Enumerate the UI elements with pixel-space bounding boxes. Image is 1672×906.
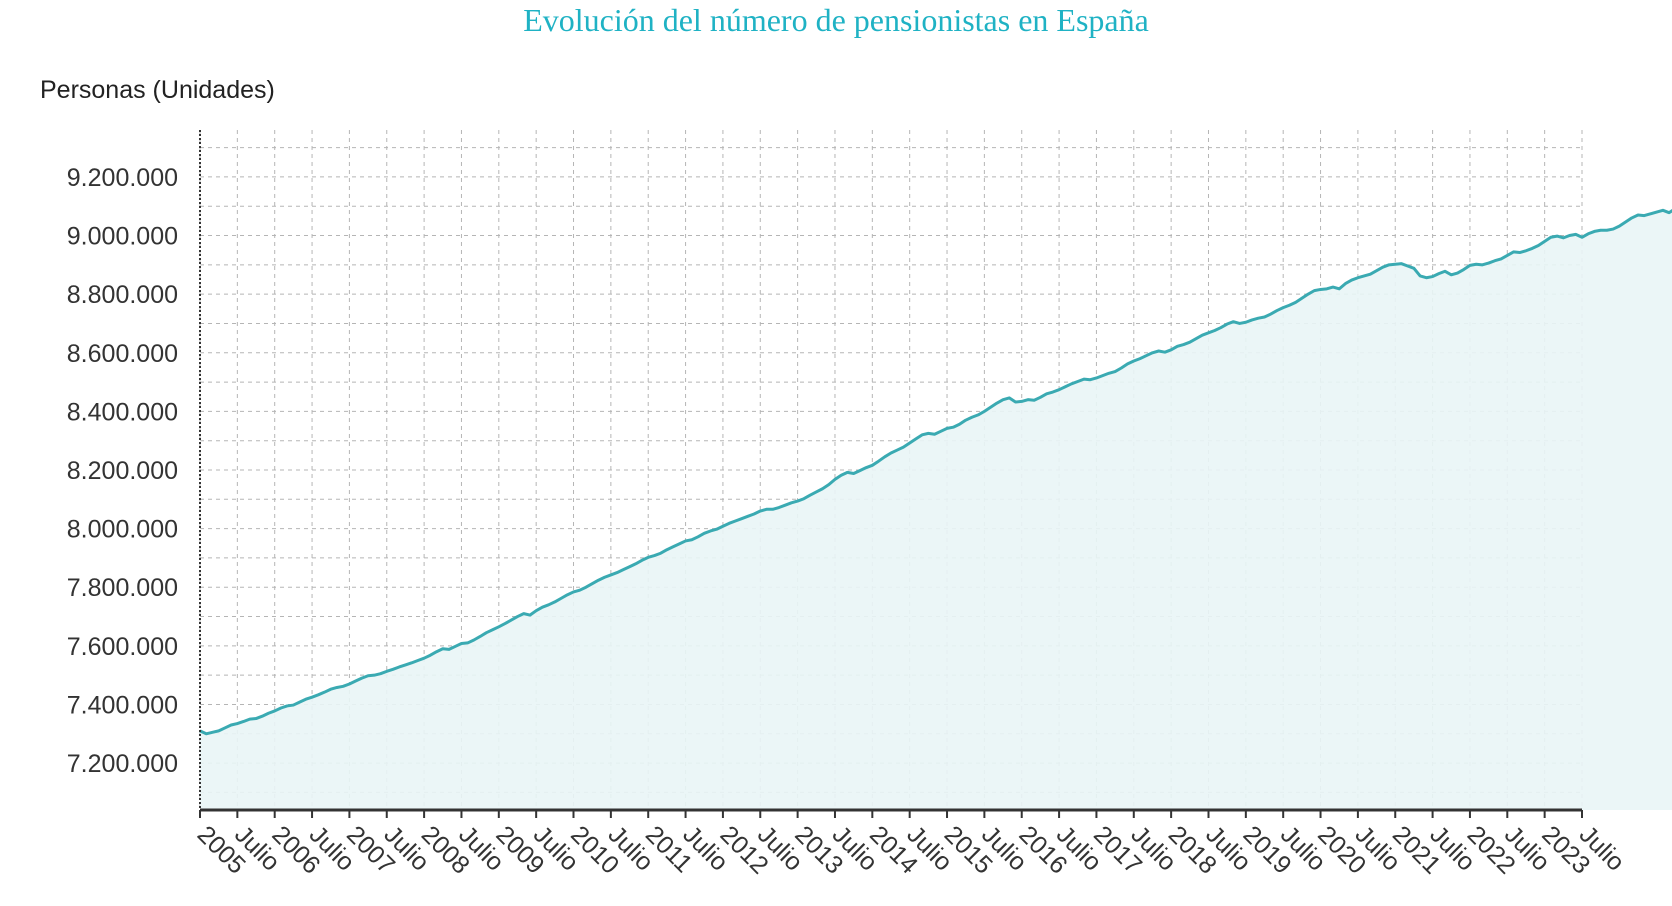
chart-title: Evolución del número de pensionistas en … xyxy=(523,2,1149,38)
axis-layer xyxy=(199,130,1583,818)
y-tick-label: 8.400.000 xyxy=(67,398,178,426)
y-tick-label: 7.400.000 xyxy=(67,691,178,719)
y-tick-label: 9.200.000 xyxy=(67,164,178,192)
y-tick-label: 7.800.000 xyxy=(67,574,178,602)
y-tick-label: 8.000.000 xyxy=(67,516,178,544)
y-tick-label: 8.600.000 xyxy=(67,340,178,368)
y-axis-label: Personas (Unidades) xyxy=(40,76,275,104)
y-tick-label: 9.000.000 xyxy=(67,223,178,251)
area-layer xyxy=(199,208,1672,810)
y-tick-label: 8.200.000 xyxy=(67,457,178,485)
y-tick-labels: 7.200.000 7.400.000 7.600.000 7.800.000 8.00… xyxy=(67,164,178,778)
series-line xyxy=(199,208,1672,736)
y-tick-label: 7.600.000 xyxy=(67,633,178,661)
x-tick-labels: 2005Julio2006Julio2007Julio2008Julio2009… xyxy=(192,820,1630,879)
y-tick-label: 8.800.000 xyxy=(67,281,178,309)
y-tick-label: 7.200.000 xyxy=(67,750,178,778)
series-area xyxy=(200,210,1672,810)
